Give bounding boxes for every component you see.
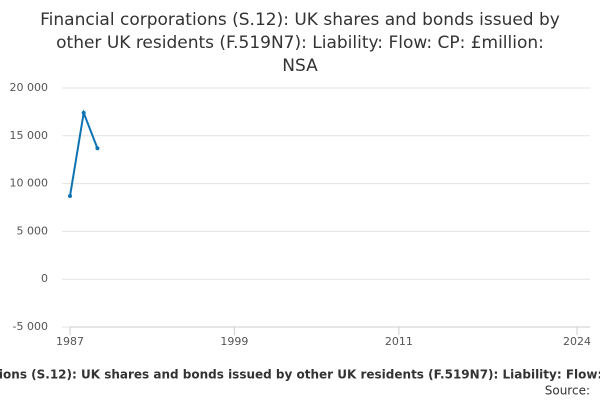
y-tick-label: 20 000 <box>10 81 49 94</box>
y-tick-label: 0 <box>41 272 48 285</box>
y-tick-label: 10 000 <box>10 177 49 190</box>
x-tick-label: 1999 <box>220 335 248 348</box>
point <box>81 110 86 115</box>
chart-title: Financial corporations (S.12): UK shares… <box>40 10 560 76</box>
y-tick-label: -5 000 <box>13 320 48 333</box>
y-tick-label: 15 000 <box>10 129 49 142</box>
point <box>95 146 100 151</box>
point <box>68 194 72 199</box>
source: Source: <box>545 384 590 398</box>
x-tick-label: 2024 <box>563 335 591 348</box>
x-tick-label: 2011 <box>385 335 413 348</box>
series-name: Financial corporations (S.12): UK shares… <box>0 368 600 382</box>
x-tick-label: 1987 <box>56 335 84 348</box>
y-tick-label: 5 000 <box>17 224 49 237</box>
